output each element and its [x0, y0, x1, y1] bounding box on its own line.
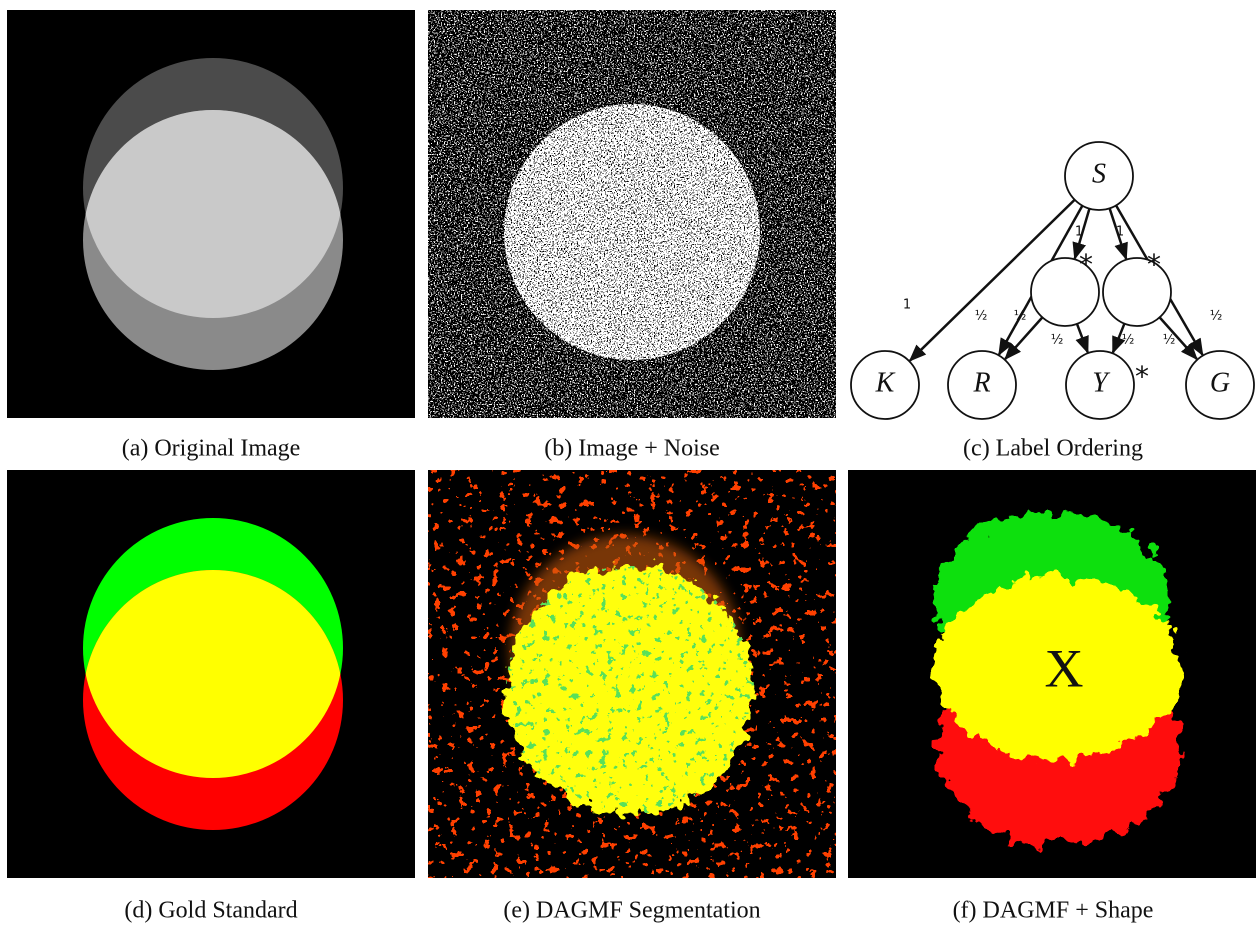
- star: *: [1079, 248, 1093, 281]
- panel-noise: [428, 10, 836, 418]
- panel-shape: X: [848, 470, 1256, 878]
- caption: (a) Original Image: [122, 436, 301, 462]
- caption: (b) Image + Noise: [544, 436, 719, 462]
- caption: (e) DAGMF Segmentation: [503, 898, 760, 924]
- edge-label: ½: [975, 309, 988, 324]
- edge-label: 1: [1075, 225, 1083, 240]
- annotation: X: [1045, 638, 1084, 698]
- edge-label: 1: [903, 298, 911, 313]
- node-label: G: [1210, 367, 1230, 398]
- star: *: [1147, 248, 1161, 281]
- edge: [1005, 317, 1042, 359]
- edge-label: ½: [1122, 333, 1135, 348]
- edge-label: 1: [1116, 225, 1124, 240]
- edge-label: ½: [1051, 333, 1064, 348]
- edge-label: ½: [1014, 309, 1027, 324]
- caption: (d) Gold Standard: [124, 898, 297, 924]
- edge-label: ½: [1210, 309, 1223, 324]
- panel-segmentation: [428, 470, 836, 878]
- star: *: [1135, 360, 1149, 393]
- panel-original: [7, 10, 415, 418]
- node-label: S: [1092, 158, 1106, 189]
- node-label: R: [972, 367, 990, 398]
- edge-label: ½: [1163, 333, 1176, 348]
- caption: (f) DAGMF + Shape: [953, 898, 1154, 924]
- panel-gold: [7, 470, 415, 878]
- node-label: K: [875, 367, 896, 398]
- caption: (c) Label Ordering: [963, 436, 1143, 462]
- figure: (a) Original Image (b) Image + Noise S K R…: [0, 0, 1258, 927]
- edge: [1077, 324, 1088, 352]
